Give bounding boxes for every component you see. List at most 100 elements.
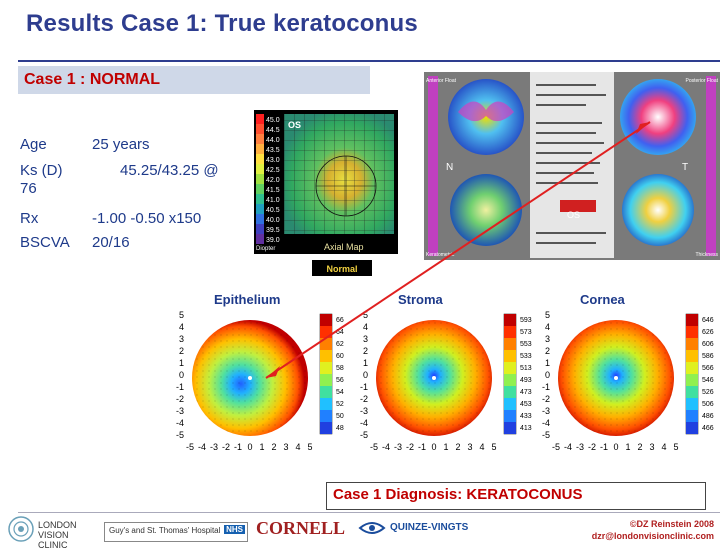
scale-value: 606	[702, 341, 714, 348]
x-tick-label: 0	[431, 442, 436, 452]
london-vision-clinic-logo-icon	[8, 516, 34, 542]
copyright-text: ©DZ Reinstein 2008	[629, 519, 714, 529]
y-tick-label: 1	[179, 358, 184, 368]
axial-scale-value: 40.0	[266, 217, 280, 224]
y-tick-label: -2	[176, 394, 184, 404]
axial-map-image: 45.0 44.5 44.0 43.5 43.0 42.5 42.0 41.5 41.0 40.5…	[254, 110, 398, 276]
scale-value: 54	[336, 389, 344, 396]
x-tick-label: 4	[295, 442, 300, 452]
axial-map-label: Axial Map	[324, 242, 364, 252]
axial-scale-value: 40.5	[266, 207, 280, 214]
x-tick-label: 4	[661, 442, 666, 452]
x-tick-label: -3	[394, 442, 402, 452]
orbscan-keratometric-label: Keratometric	[426, 252, 455, 258]
scale-value: 52	[336, 401, 344, 408]
axial-scale-value: 42.5	[266, 167, 280, 174]
scale-value: 453	[520, 401, 532, 408]
x-tick-label: 3	[649, 442, 654, 452]
logo-london-vision-clinic: LONDON VISION CLINIC	[38, 520, 77, 550]
axial-scale-value: 43.0	[266, 157, 280, 164]
x-tick-label: -2	[406, 442, 414, 452]
orbscan-panel: Anterior Float Posterior Float Keratomet…	[424, 72, 720, 260]
x-tick-label: -2	[222, 442, 230, 452]
epithelium-map: 5 4 3 2 1 0 -1 -2 -3 -4 -5 -5 -4 -3 -2 -1 0 1 2 3 4 5 66 64 62 60…	[170, 308, 356, 454]
scale-value: 56	[336, 377, 344, 384]
axial-scale-value: 43.5	[266, 147, 280, 154]
case-banner: Case 1 : NORMAL	[18, 66, 370, 94]
y-tick-label: -2	[360, 394, 368, 404]
scale-value: 66	[336, 317, 344, 324]
copyright-block: ©DZ Reinstein 2008 dzr@londonvisionclini…	[592, 518, 714, 542]
scale-value: 58	[336, 365, 344, 372]
x-tick-label: 4	[479, 442, 484, 452]
scale-value: 586	[702, 353, 714, 360]
logo-guys-st-thomas: Guy's and St. Thomas' Hospital NHS	[104, 522, 248, 542]
x-tick-label: 5	[673, 442, 678, 452]
y-tick-label: 0	[545, 370, 550, 380]
y-tick-label: -3	[542, 406, 550, 416]
scale-value: 413	[520, 425, 532, 432]
scale-value: 506	[702, 401, 714, 408]
scale-value: 526	[702, 389, 714, 396]
y-tick-label: 0	[363, 370, 368, 380]
y-tick-label: 0	[179, 370, 184, 380]
axial-scale-value: 39.5	[266, 227, 280, 234]
axial-status-label: Normal	[326, 264, 357, 274]
orbscan-temporal-label: T	[682, 162, 688, 173]
title-divider	[18, 60, 720, 62]
scale-value: 493	[520, 377, 532, 384]
center-marker	[614, 376, 618, 380]
patient-info: Age 25 years Ks (D) 45.25/43.25 @ 76 Rx …	[20, 136, 260, 266]
y-tick-label: 5	[179, 310, 184, 320]
quinze-vingts-logo-icon	[358, 522, 386, 534]
scale-value: 546	[702, 377, 714, 384]
logo-cornell: CORNELL	[256, 518, 346, 538]
y-tick-label: 4	[545, 322, 550, 332]
ks-label: Ks (D)	[20, 162, 63, 179]
axial-scale-value: 44.5	[266, 127, 280, 134]
x-tick-label: 3	[283, 442, 288, 452]
ks-value: 45.25/43.25 @	[120, 162, 219, 179]
y-tick-label: -5	[542, 430, 550, 440]
y-tick-label: -4	[176, 418, 184, 428]
axial-scale-value: 45.0	[266, 117, 280, 124]
x-tick-label: -3	[210, 442, 218, 452]
x-tick-label: -1	[418, 442, 426, 452]
bscva-value: 20/16	[92, 234, 130, 251]
x-tick-label: 2	[455, 442, 460, 452]
scale-value: 566	[702, 365, 714, 372]
scale-value: 466	[702, 425, 714, 432]
scale-value: 433	[520, 413, 532, 420]
rx-value: -1.00 -0.50 x150	[92, 210, 202, 227]
x-tick-label: -2	[588, 442, 596, 452]
y-tick-label: -4	[360, 418, 368, 428]
scale-value: 473	[520, 389, 532, 396]
axial-scale-value: 44.0	[266, 137, 280, 144]
diagnosis-text: Case 1 Diagnosis: KERATOCONUS	[333, 486, 583, 503]
x-tick-label: 1	[259, 442, 264, 452]
x-tick-label: -5	[186, 442, 194, 452]
axial-unit-label: Diopter	[256, 246, 275, 252]
cornea-map: 5 4 3 2 1 0 -1 -2 -3 -4 -5 -5 -4 -3 -2 -1 0 1 2 3 4 5 646 626 60…	[536, 308, 722, 454]
axial-eye-label: OS	[288, 120, 301, 130]
y-tick-label: 5	[363, 310, 368, 320]
footer-logos: LONDON VISION CLINIC Guy's and St. Thoma…	[0, 514, 728, 550]
logo-quinze-vingts: QUINZE-VINGTS	[390, 522, 469, 533]
x-tick-label: -3	[576, 442, 584, 452]
axial-scale-value: 42.0	[266, 177, 280, 184]
orbscan-anterior-label: Anterior Float	[426, 78, 457, 84]
orbscan-posterior-label: Posterior Float	[685, 78, 718, 84]
scale-value: 48	[336, 425, 344, 432]
x-tick-label: -4	[382, 442, 390, 452]
center-marker	[432, 376, 436, 380]
center-marker	[248, 376, 252, 380]
x-tick-label: -1	[234, 442, 242, 452]
ks-value-wrap: 76	[20, 180, 37, 197]
x-tick-label: 5	[491, 442, 496, 452]
orbscan-eye-label: OS	[567, 210, 580, 220]
scale-value: 553	[520, 341, 532, 348]
diagnosis-box: Case 1 Diagnosis: KERATOCONUS	[326, 482, 706, 510]
x-tick-label: -5	[370, 442, 378, 452]
x-tick-label: 0	[247, 442, 252, 452]
